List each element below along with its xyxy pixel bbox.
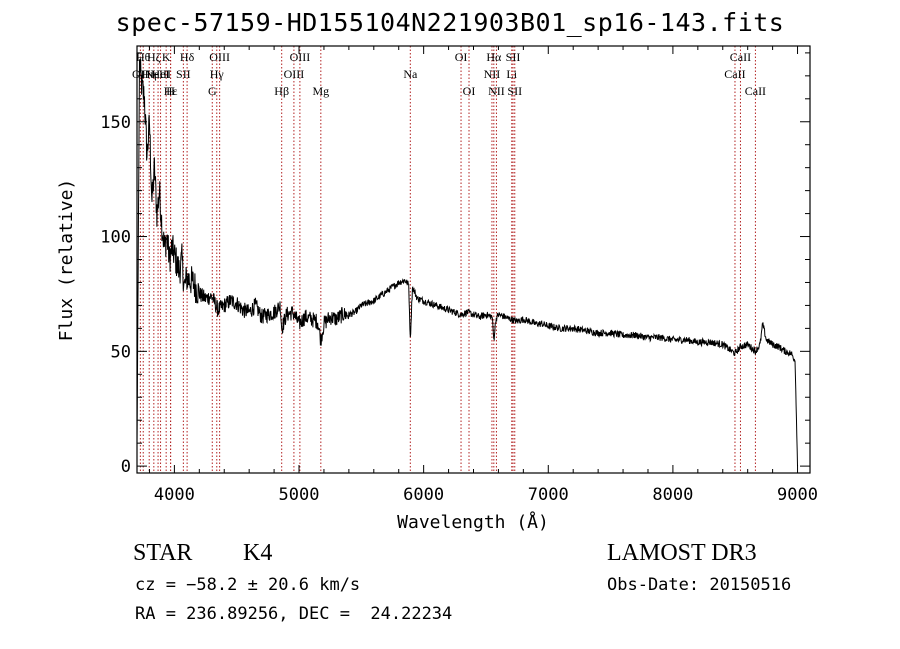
line-label: HeI [152, 67, 170, 81]
y-tick-label: 150 [100, 113, 131, 133]
line-label: NII [484, 67, 501, 81]
line-label: SII [506, 50, 521, 64]
x-tick-label: 6000 [403, 485, 444, 505]
chart-title: spec-57159-HD155104N221903B01_sp16-143.f… [115, 8, 785, 37]
line-label: Hγ [210, 67, 225, 81]
y-axis-label: Flux (relative) [56, 179, 77, 342]
line-label: OI [463, 84, 476, 98]
line-label: CaII [724, 67, 745, 81]
line-label: Hε [164, 84, 178, 98]
line-label: Hα [486, 50, 502, 64]
x-tick-label: 8000 [652, 485, 693, 505]
redshift-cz: cz = −58.2 ± 20.6 km/s [135, 575, 361, 595]
line-label: G [208, 84, 217, 98]
line-label: OII [132, 67, 149, 81]
emission-lines [139, 46, 756, 473]
spectrum-line [136, 58, 798, 467]
line-label: SII [507, 84, 522, 98]
axis-ticks: 4000 5000 6000 7000 8000 9000 0 50 100 150 [100, 46, 818, 505]
line-label: Na [403, 67, 418, 81]
line-label: Mg [312, 84, 329, 98]
line-label: Hζ [147, 50, 161, 64]
coordinates: RA = 236.89256, DEC = 24.22234 [135, 604, 453, 624]
line-label: NII [488, 84, 505, 98]
line-label: OIII [290, 50, 311, 64]
spectrum-series [136, 58, 798, 467]
line-label: K [162, 50, 171, 64]
x-tick-label: 7000 [528, 485, 569, 505]
y-tick-label: 50 [111, 342, 131, 362]
x-tick-label: 4000 [154, 485, 195, 505]
line-label: CaII [730, 50, 751, 64]
line-label: Hη [142, 67, 157, 81]
plot-frame [136, 45, 811, 474]
line-label: Hθ [136, 50, 151, 64]
line-label: OIII [284, 67, 305, 81]
line-label: Hδ [180, 50, 195, 64]
line-label: H [166, 84, 175, 98]
y-tick-label: 0 [121, 457, 131, 477]
subclass: K4 [243, 540, 273, 566]
x-tick-label: 5000 [279, 485, 320, 505]
object-class: STAR [133, 540, 193, 566]
line-label: OI [455, 50, 468, 64]
y-tick-label: 100 [100, 228, 131, 248]
x-tick-label: 9000 [777, 485, 818, 505]
line-label: Hβ [274, 84, 289, 98]
line-label: SII [176, 67, 191, 81]
line-label: Li [506, 67, 517, 81]
survey-name: LAMOST DR3 [607, 540, 757, 566]
x-axis-label: Wavelength (Å) [397, 511, 549, 533]
line-label: OIII [209, 50, 230, 64]
observation-date: Obs-Date: 20150516 [607, 575, 792, 595]
line-label: NeIII [145, 67, 171, 81]
line-label: CaII [745, 84, 766, 98]
